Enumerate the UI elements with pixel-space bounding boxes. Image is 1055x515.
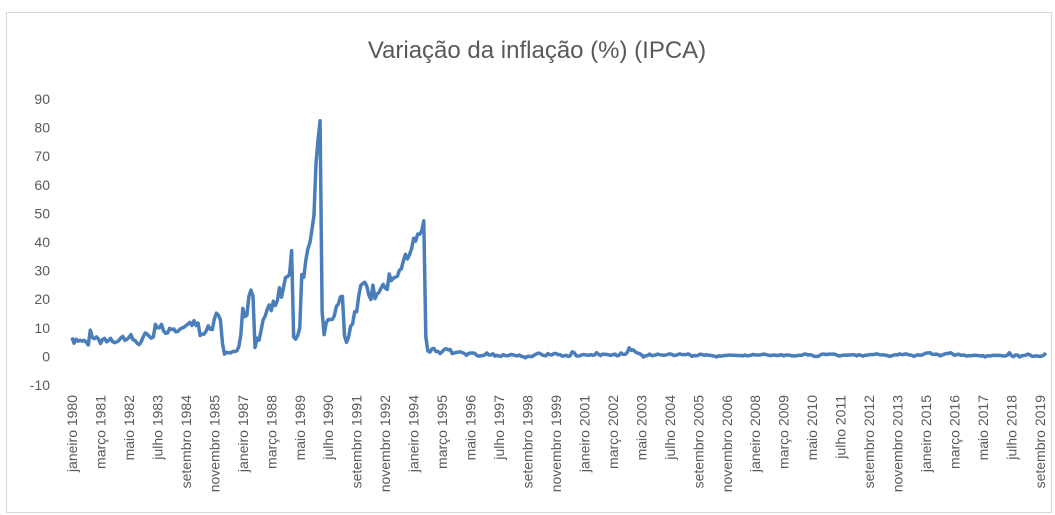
y-tick-label: 0 xyxy=(42,348,50,364)
x-tick-label: março 1995 xyxy=(434,395,450,469)
x-tick-label: novembro 1992 xyxy=(377,395,393,493)
y-tick-label: 80 xyxy=(34,120,50,136)
x-tick-label: janeiro 1980 xyxy=(64,395,80,473)
x-tick-label: janeiro 2008 xyxy=(747,395,763,473)
y-tick-label: 70 xyxy=(34,148,50,164)
x-tick-label: março 2002 xyxy=(605,395,621,469)
x-tick-label: março 2009 xyxy=(776,395,792,469)
x-tick-label: julho 1983 xyxy=(149,395,165,461)
y-tick-label: 20 xyxy=(34,291,50,307)
x-tick-label: julho 1997 xyxy=(491,395,507,461)
chart-title: Variação da inflação (%) (IPCA) xyxy=(368,37,706,64)
x-tick-label: novembro 1999 xyxy=(548,395,564,493)
x-tick-label: novembro 1985 xyxy=(206,395,222,493)
y-tick-label: 60 xyxy=(34,177,50,193)
x-tick-label: novembro 2013 xyxy=(890,395,906,493)
x-tick-label: maio 1989 xyxy=(292,395,308,461)
x-tick-label: janeiro 1987 xyxy=(235,395,251,473)
x-tick-label: setembro 2012 xyxy=(861,395,877,489)
x-tick-label: janeiro 1994 xyxy=(406,395,422,473)
x-tick-label: março 1988 xyxy=(263,395,279,469)
y-tick-label: 90 xyxy=(34,91,50,107)
x-tick-label: julho 2004 xyxy=(662,395,678,461)
x-tick-label: maio 1982 xyxy=(121,395,137,461)
x-tick-label: março 2016 xyxy=(946,395,962,469)
y-tick-label: 10 xyxy=(34,320,50,336)
x-tick-label: setembro 2019 xyxy=(1032,395,1048,489)
x-tick-label: setembro 1984 xyxy=(178,395,194,489)
x-tick-label: maio 2003 xyxy=(633,395,649,461)
x-tick-label: janeiro 2015 xyxy=(918,395,934,473)
x-tick-label: julho 1990 xyxy=(320,395,336,461)
x-tick-label: maio 2010 xyxy=(804,395,820,461)
x-tick-label: maio 1996 xyxy=(463,395,479,461)
x-tick-label: março 1981 xyxy=(92,395,108,469)
x-tick-label: novembro 2006 xyxy=(719,395,735,493)
x-tick-label: janeiro 2001 xyxy=(576,395,592,473)
x-tick-label: julho 2011 xyxy=(833,395,849,460)
line-series xyxy=(70,118,1048,360)
y-tick-label: 30 xyxy=(34,263,50,279)
x-tick-label: julho 2018 xyxy=(1003,395,1019,461)
y-tick-label: 50 xyxy=(34,205,50,221)
x-tick-label: setembro 1991 xyxy=(349,395,365,489)
x-tick-label: maio 2017 xyxy=(975,395,991,461)
x-tick-label: setembro 1998 xyxy=(519,395,535,489)
y-tick-label: 40 xyxy=(34,234,50,250)
x-tick-label: setembro 2005 xyxy=(690,395,706,489)
y-tick-label: -10 xyxy=(30,377,50,393)
chart-frame xyxy=(6,12,1052,513)
